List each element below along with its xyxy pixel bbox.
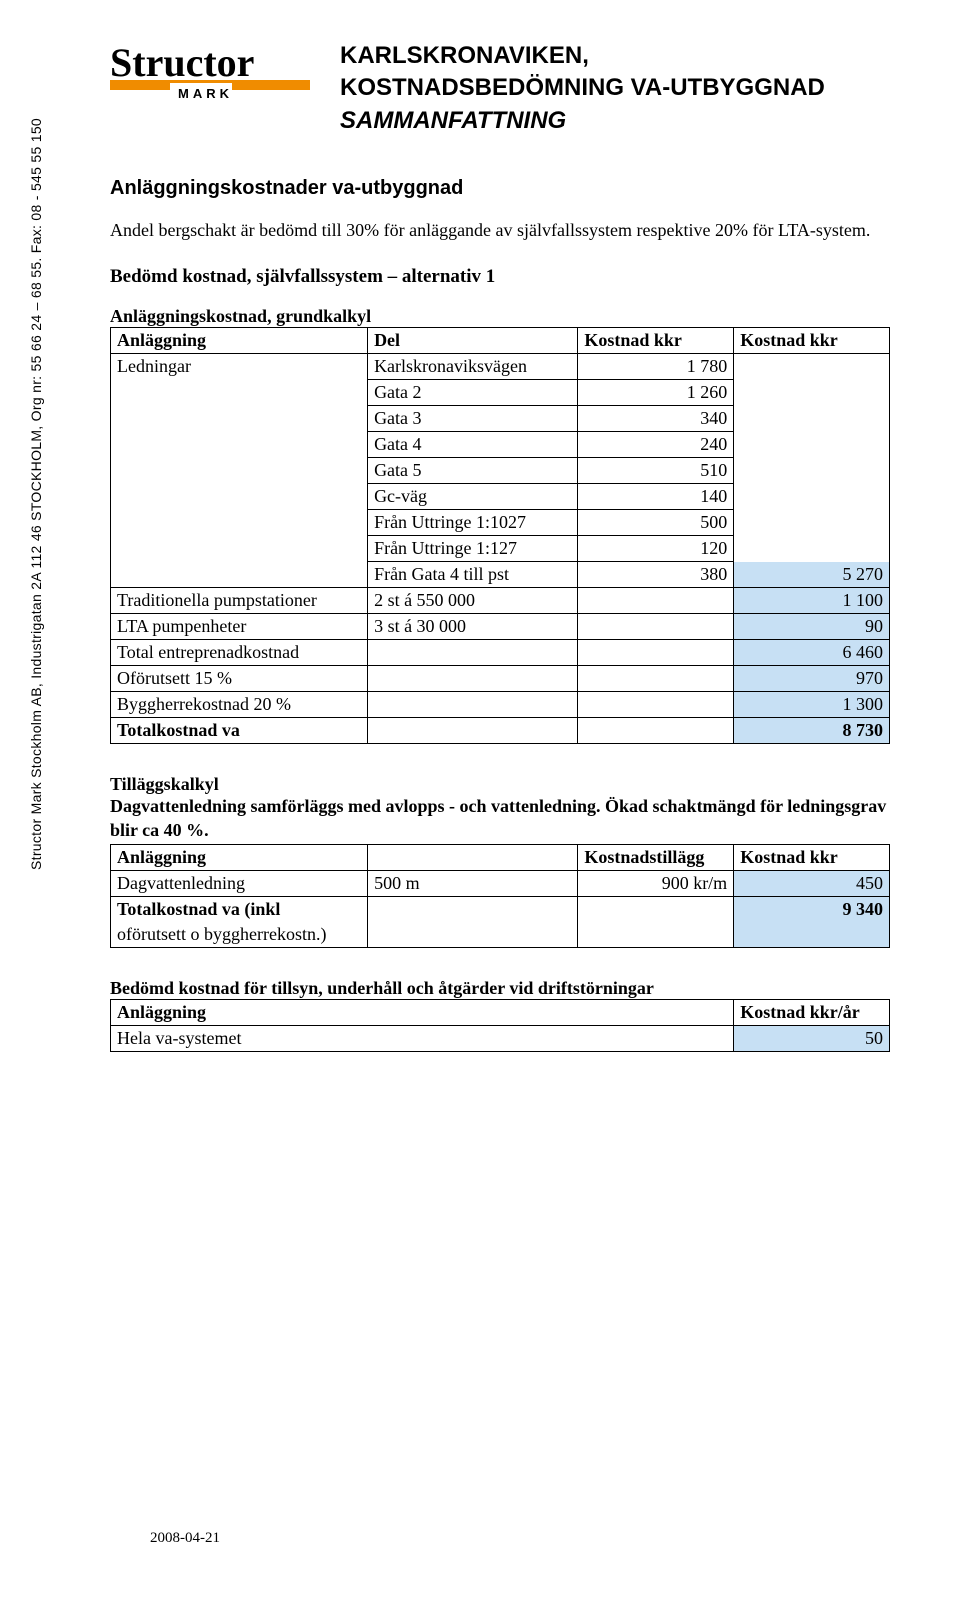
title-line-1: KARLSKRONAVIKEN,	[340, 40, 890, 72]
cell-k1: 240	[578, 432, 734, 458]
cell-k2: 1 100	[734, 588, 890, 614]
th-kostnad1: Kostnad kkr	[578, 328, 734, 354]
table-row: Gata 2 1 260	[111, 380, 890, 406]
th-del: Del	[368, 328, 578, 354]
cell-k1: 1 780	[578, 354, 734, 380]
th-tillagg: Kostnadstillägg	[578, 845, 734, 871]
cell-del: Karlskronaviksvägen	[368, 354, 578, 380]
cell-del: 3 st á 30 000	[368, 614, 578, 640]
document-title: KARLSKRONAVIKEN, KOSTNADSBEDÖMNING VA-UT…	[340, 40, 890, 137]
th-anlaggning: Anläggning	[111, 1000, 734, 1026]
cell-anl: Hela va-systemet	[111, 1026, 734, 1052]
table-header-row: Anläggning Kostnad kkr/år	[111, 1000, 890, 1026]
table-row: Traditionella pumpstationer 2 st á 550 0…	[111, 588, 890, 614]
cell-k1: 1 260	[578, 380, 734, 406]
cell-k1: 140	[578, 484, 734, 510]
cell-k1: 340	[578, 406, 734, 432]
cell-anl: LTA pumpenheter	[111, 614, 368, 640]
table-header-row: Anläggning Kostnadstillägg Kostnad kkr	[111, 845, 890, 871]
cell-k2: 90	[734, 614, 890, 640]
table-row: Från Gata 4 till pst 380 5 270	[111, 562, 890, 588]
cell-del: Gata 5	[368, 458, 578, 484]
svg-text:Structor: Structor	[110, 40, 254, 85]
vertical-footer: Structor Mark Stockholm AB, Industrigata…	[28, 118, 44, 870]
cell-anl: Ledningar	[111, 354, 368, 380]
cell-anl: Dagvattenledning	[111, 871, 368, 897]
table3-caption: Bedömd kostnad för tillsyn, underhåll oc…	[110, 978, 890, 999]
svg-text:MARK: MARK	[178, 86, 233, 101]
intro-paragraph: Andel bergschakt är bedömd till 30% för …	[110, 218, 890, 242]
cell-del: 500 m	[368, 871, 578, 897]
table-tillagg: Anläggning Kostnadstillägg Kostnad kkr D…	[110, 844, 890, 948]
cell-k2: 970	[734, 666, 890, 692]
cell-k1: 900 kr/m	[578, 871, 734, 897]
table-header-row: Anläggning Del Kostnad kkr Kostnad kkr	[111, 328, 890, 354]
cell-del: Gata 3	[368, 406, 578, 432]
cell-del: 2 st á 550 000	[368, 588, 578, 614]
tillagg-desc: Dagvattenledning samförläggs med avlopps…	[110, 795, 890, 842]
table-row: Total entreprenadkostnad 6 460	[111, 640, 890, 666]
th-kostnad: Kostnad kkr/år	[734, 1000, 890, 1026]
table-row: Byggherrekostnad 20 % 1 300	[111, 692, 890, 718]
cell-k: 50	[734, 1026, 890, 1052]
cell-anl: Traditionella pumpstationer	[111, 588, 368, 614]
cell-k2: 9 340	[734, 897, 890, 923]
logo: Structor MARK	[110, 40, 310, 118]
cell-anl: Totalkostnad va (inkl	[111, 897, 368, 923]
th-kostnad: Kostnad kkr	[734, 845, 890, 871]
table-row: Oförutsett 15 % 970	[111, 666, 890, 692]
cell-k2: 8 730	[734, 718, 890, 744]
cell-k2: 450	[734, 871, 890, 897]
table-row: Gata 3 340	[111, 406, 890, 432]
section-heading: Anläggningskostnader va-utbyggnad	[110, 177, 890, 200]
table1-caption: Anläggningskostnad, grundkalkyl	[110, 306, 890, 327]
title-line-2: KOSTNADSBEDÖMNING VA-UTBYGGNAD	[340, 72, 890, 104]
table-total-row: Totalkostnad va 8 730	[111, 718, 890, 744]
cell-anl: Oförutsett 15 %	[111, 666, 368, 692]
cell-anl: Total entreprenadkostnad	[111, 640, 368, 666]
table-row: Gata 4 240	[111, 432, 890, 458]
table-row: Från Uttringe 1:127 120	[111, 536, 890, 562]
table-row: Från Uttringe 1:1027 500	[111, 510, 890, 536]
cell-del: Från Uttringe 1:127	[368, 536, 578, 562]
tillagg-caption: Tilläggskalkyl	[110, 774, 890, 795]
table-total-row-2: oförutsett o byggherrekostn.)	[111, 922, 890, 948]
th-kostnad2: Kostnad kkr	[734, 328, 890, 354]
cell-anl-cont: oförutsett o byggherrekostn.)	[111, 922, 368, 948]
cell-anl: Byggherrekostnad 20 %	[111, 692, 368, 718]
cell-del: Gc-väg	[368, 484, 578, 510]
table-grundkalkyl: Anläggning Del Kostnad kkr Kostnad kkr L…	[110, 327, 890, 744]
cell-k1: 120	[578, 536, 734, 562]
footer-date: 2008-04-21	[150, 1530, 220, 1547]
table-row: Gc-väg 140	[111, 484, 890, 510]
header: Structor MARK KARLSKRONAVIKEN, KOSTNADSB…	[110, 40, 890, 137]
cell-del: Gata 2	[368, 380, 578, 406]
cell-k2: 6 460	[734, 640, 890, 666]
cell-del: Från Uttringe 1:1027	[368, 510, 578, 536]
page: Structor MARK KARLSKRONAVIKEN, KOSTNADSB…	[0, 0, 960, 1122]
table-row: Hela va-systemet 50	[111, 1026, 890, 1052]
table-drift: Anläggning Kostnad kkr/år Hela va-system…	[110, 999, 890, 1052]
cell-k2	[734, 354, 890, 380]
th-anlaggning: Anläggning	[111, 328, 368, 354]
cell-k2: 5 270	[734, 562, 890, 588]
alt1-heading: Bedömd kostnad, självfallssystem – alter…	[110, 266, 890, 288]
table-row: Ledningar Karlskronaviksvägen 1 780	[111, 354, 890, 380]
cell-anl: Totalkostnad va	[111, 718, 368, 744]
cell-del: Gata 4	[368, 432, 578, 458]
structor-logo-icon: Structor MARK	[110, 40, 310, 118]
title-line-3: SAMMANFATTNING	[340, 105, 890, 137]
cell-k1: 380	[578, 562, 734, 588]
th-anlaggning: Anläggning	[111, 845, 368, 871]
table-row: LTA pumpenheter 3 st á 30 000 90	[111, 614, 890, 640]
table-row: Dagvattenledning 500 m 900 kr/m 450	[111, 871, 890, 897]
table-row: Gata 5 510	[111, 458, 890, 484]
cell-del: Från Gata 4 till pst	[368, 562, 578, 588]
cell-k2: 1 300	[734, 692, 890, 718]
cell-k1: 510	[578, 458, 734, 484]
cell-k1: 500	[578, 510, 734, 536]
table-total-row: Totalkostnad va (inkl 9 340	[111, 897, 890, 923]
